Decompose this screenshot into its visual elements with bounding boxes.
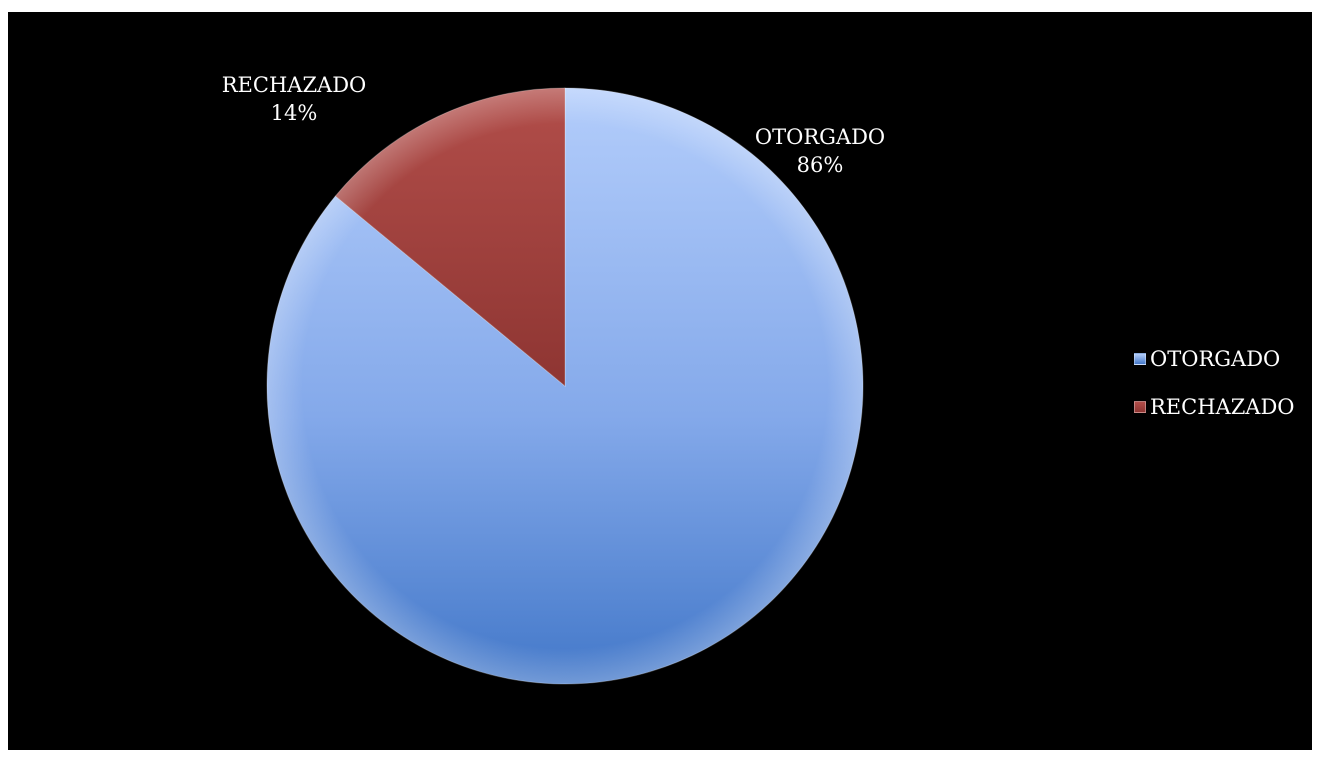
legend-item-otorgado: OTORGADO bbox=[1134, 346, 1295, 372]
pie-chart: OTORGADO 86% RECHAZADO 14% bbox=[222, 73, 885, 685]
legend-label-otorgado: OTORGADO bbox=[1150, 347, 1281, 371]
data-label-otorgado-name: OTORGADO bbox=[755, 125, 885, 149]
legend-swatch-otorgado bbox=[1134, 353, 1146, 365]
legend-item-rechazado: RECHAZADO bbox=[1134, 394, 1295, 420]
data-label-rechazado-name: RECHAZADO bbox=[222, 73, 367, 97]
legend-swatch-rechazado bbox=[1134, 401, 1146, 413]
legend: OTORGADO RECHAZADO bbox=[1134, 346, 1295, 442]
chart-area: OTORGADO 86% RECHAZADO 14% OTORGADO RECHAZA… bbox=[8, 12, 1312, 750]
legend-label-rechazado: RECHAZADO bbox=[1150, 395, 1295, 419]
data-label-rechazado-value: 14% bbox=[271, 101, 318, 125]
data-label-otorgado-value: 86% bbox=[797, 153, 844, 177]
